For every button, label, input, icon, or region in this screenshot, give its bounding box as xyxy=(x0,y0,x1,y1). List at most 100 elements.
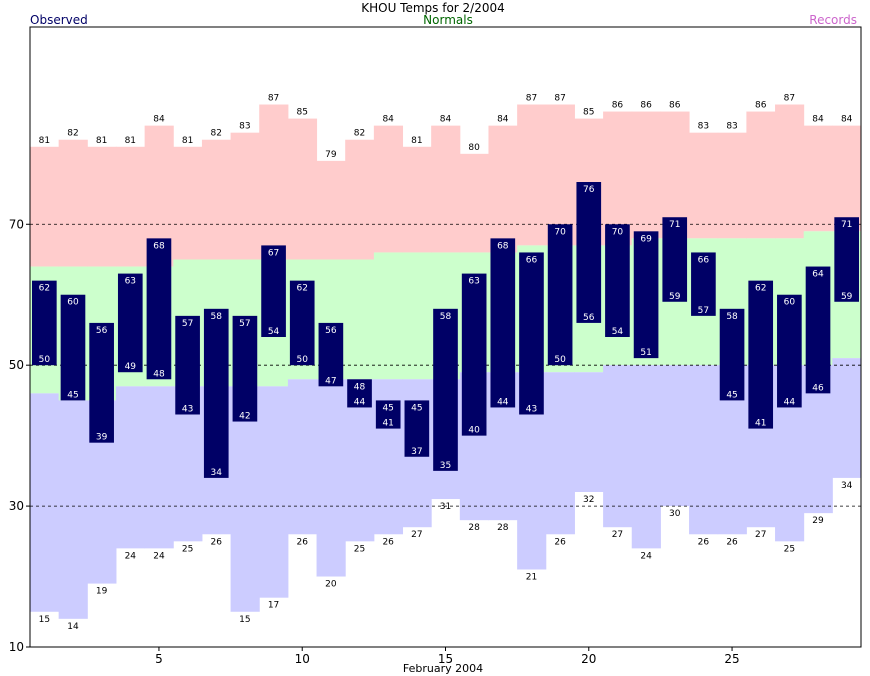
observed-bar xyxy=(576,182,602,323)
observed-low-label: 54 xyxy=(268,327,280,337)
observed-high-label: 62 xyxy=(755,284,766,294)
record-high-band xyxy=(173,146,203,260)
observed-high-label: 64 xyxy=(812,270,824,280)
observed-low-label: 59 xyxy=(669,292,681,302)
observed-high-label: 68 xyxy=(497,241,509,251)
record-high-label: 81 xyxy=(411,136,422,146)
record-high-label: 81 xyxy=(125,136,136,146)
observed-bar xyxy=(347,379,372,408)
observed-high-label: 70 xyxy=(612,227,624,237)
observed-low-label: 37 xyxy=(411,447,422,457)
observed-high-label: 62 xyxy=(296,284,307,294)
record-high-label: 85 xyxy=(583,108,594,118)
record-low-label: 27 xyxy=(612,530,623,540)
record-high-label: 83 xyxy=(698,122,709,132)
observed-bar xyxy=(318,322,344,387)
observed-low-label: 50 xyxy=(554,355,566,365)
record-low-label: 27 xyxy=(755,530,766,540)
record-high-label: 84 xyxy=(440,115,452,125)
record-low-band xyxy=(631,365,661,549)
record-low-label: 14 xyxy=(67,622,79,632)
observed-bar xyxy=(404,400,430,457)
record-high-band xyxy=(746,111,776,239)
y-tick-label: 50 xyxy=(9,358,24,372)
observed-low-label: 34 xyxy=(211,468,223,478)
record-high-label: 84 xyxy=(812,115,824,125)
record-high-band xyxy=(631,111,661,239)
observed-high-label: 66 xyxy=(698,255,710,265)
observed-bar xyxy=(232,315,258,422)
record-high-label: 83 xyxy=(726,122,737,132)
observed-low-label: 50 xyxy=(296,355,308,365)
observed-bar xyxy=(605,224,630,337)
observed-high-label: 71 xyxy=(669,220,680,230)
record-high-band xyxy=(87,146,117,267)
record-low-band xyxy=(259,386,289,598)
record-high-band xyxy=(259,104,289,260)
y-tick-label: 30 xyxy=(9,499,24,513)
observed-high-label: 70 xyxy=(554,227,566,237)
record-high-band xyxy=(402,146,432,253)
observed-bar xyxy=(691,252,716,316)
observed-low-label: 46 xyxy=(812,383,824,393)
record-low-label: 26 xyxy=(554,537,566,547)
record-high-band xyxy=(373,125,404,253)
observed-high-label: 62 xyxy=(39,284,50,294)
normal-band xyxy=(402,252,432,380)
observed-bar xyxy=(175,315,200,415)
record-high-band xyxy=(431,125,461,253)
record-high-label: 83 xyxy=(239,122,250,132)
observed-low-label: 44 xyxy=(354,397,366,407)
observed-high-label: 63 xyxy=(468,277,479,287)
observed-bar xyxy=(547,224,573,366)
x-tick-label: 15 xyxy=(438,652,453,666)
observed-high-label: 48 xyxy=(354,382,366,392)
record-low-label: 25 xyxy=(784,544,795,554)
observed-low-label: 42 xyxy=(239,412,250,422)
record-high-band xyxy=(345,139,375,260)
record-low-label: 15 xyxy=(39,615,50,625)
observed-low-label: 41 xyxy=(382,419,393,429)
normal-band xyxy=(345,259,375,380)
record-low-label: 24 xyxy=(125,551,137,561)
observed-bar xyxy=(375,400,401,429)
observed-low-label: 50 xyxy=(39,355,51,365)
record-high-label: 87 xyxy=(526,94,537,104)
record-high-band xyxy=(803,125,833,232)
observed-bar xyxy=(777,294,802,408)
observed-high-label: 58 xyxy=(440,312,452,322)
chart-title: KHOU Temps for 2/2004 xyxy=(361,1,505,15)
observed-low-label: 40 xyxy=(468,426,480,436)
record-low-label: 32 xyxy=(583,495,594,505)
record-high-band xyxy=(488,125,518,253)
x-tick-label: 10 xyxy=(295,652,310,666)
observed-high-label: 57 xyxy=(239,319,250,329)
record-low-band xyxy=(287,379,318,535)
observed-low-label: 41 xyxy=(755,419,766,429)
x-axis-label: February 2004 xyxy=(403,662,483,675)
record-low-label: 26 xyxy=(726,537,738,547)
record-low-label: 26 xyxy=(698,537,710,547)
normal-band xyxy=(373,252,404,380)
observed-high-label: 76 xyxy=(583,185,595,195)
observed-high-label: 67 xyxy=(268,248,279,258)
y-tick-label: 10 xyxy=(9,640,24,654)
record-high-label: 86 xyxy=(755,101,767,111)
record-low-label: 24 xyxy=(640,551,652,561)
observed-high-label: 60 xyxy=(67,298,79,308)
legend-observed: Observed xyxy=(30,13,88,27)
record-high-label: 81 xyxy=(96,136,107,146)
record-low-label: 19 xyxy=(96,587,108,597)
record-high-band xyxy=(689,132,719,239)
record-high-band xyxy=(30,146,60,267)
observed-bar xyxy=(719,308,745,401)
observed-high-label: 56 xyxy=(325,326,337,336)
observed-bar xyxy=(461,273,487,436)
record-low-band xyxy=(30,393,60,612)
record-high-label: 84 xyxy=(382,115,394,125)
record-low-band xyxy=(316,379,346,577)
observed-bar xyxy=(89,322,114,443)
observed-bar xyxy=(146,238,172,380)
y-tick-label: 70 xyxy=(9,217,24,231)
